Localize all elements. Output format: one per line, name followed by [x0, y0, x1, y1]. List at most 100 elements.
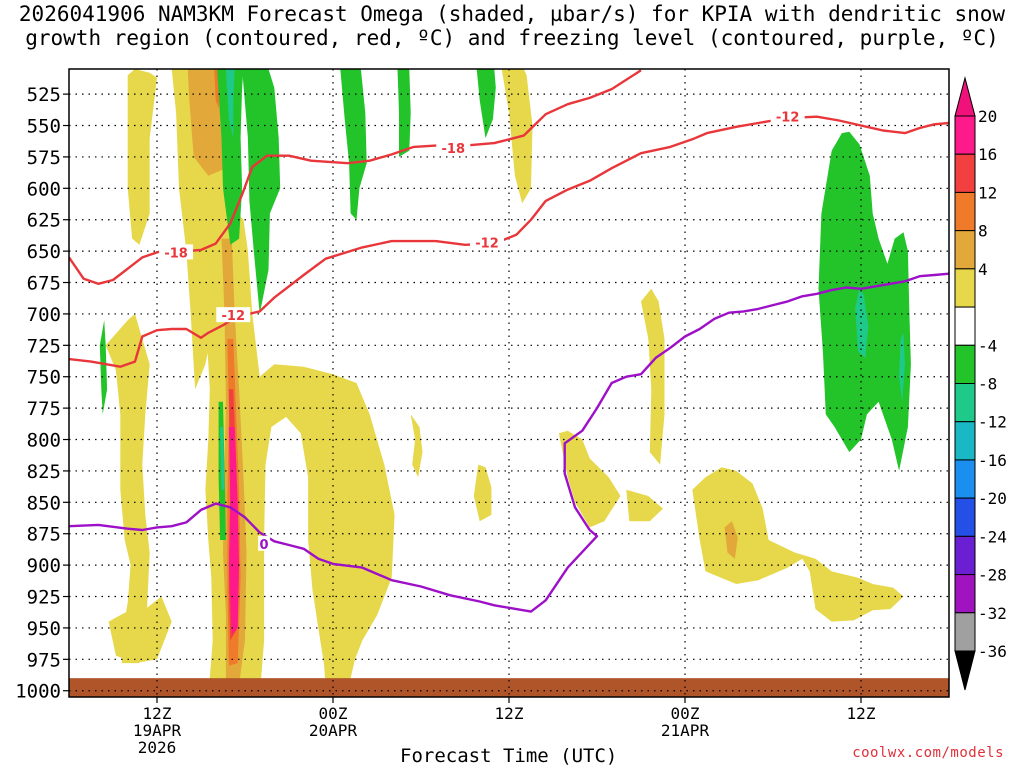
colorbar: 20 16 12 8 4 -4 -8 -12 -16 -20 -24 -28 -32 -36 — [954, 76, 1007, 691]
omega-region-pos4-7 — [201, 213, 395, 697]
colorbar-swatch-0 — [954, 115, 976, 155]
chart-title: 2026041906 NAM3KM Forecast Omega (shaded… — [0, 2, 1024, 50]
colorbar-label-9: -20 — [978, 489, 1007, 508]
x-tick-label-36-1: 12Z — [495, 704, 524, 723]
freezing-label-bg — [258, 535, 271, 551]
omega-region-neg8-29 — [855, 288, 869, 358]
contour-label-bg-2 — [216, 307, 251, 323]
omega-region-neg4-19 — [217, 69, 244, 245]
colorbar-swatch-10 — [954, 497, 976, 537]
colorbar-label-4: 4 — [978, 260, 988, 279]
colorbar-label-7: -12 — [978, 413, 1007, 432]
y-tick-label-750: 750 — [27, 367, 61, 389]
y-tick-label-900: 900 — [27, 555, 61, 577]
contour-label-0: -18 — [164, 246, 188, 261]
y-tick-label-775: 775 — [27, 398, 61, 420]
colorbar-swatch-9 — [954, 459, 976, 499]
contour-label-bg-3 — [470, 234, 504, 250]
title-line-1: 2026041906 NAM3KM Forecast Omega (shaded… — [18, 2, 1006, 26]
contour-label-1: -18 — [442, 142, 466, 157]
omega-region-pos4-15 — [641, 288, 665, 465]
y-tick-label-600: 600 — [27, 178, 61, 200]
colorbar-label-11: -28 — [978, 566, 1007, 585]
omega-region-pos8-18 — [724, 521, 738, 559]
y-axis: 525 550 575 600 625 650 675 700 725 750 775 800 825 8… — [15, 84, 69, 703]
x-tick-label-24-1: 00Z — [319, 704, 348, 723]
colorbar-label-8: -16 — [978, 451, 1007, 470]
omega-region-neg8-27 — [220, 427, 225, 490]
colorbar-swatch-1 — [954, 153, 976, 193]
y-tick-label-1000: 1000 — [15, 681, 61, 703]
colorbar-swatch-8 — [954, 421, 976, 461]
x-tick-label-60-1: 12Z — [847, 704, 876, 723]
omega-region-neg4-22 — [340, 69, 367, 220]
omega-region-neg4-25 — [99, 320, 108, 415]
x-axis-label: Forecast Time (UTC) — [400, 745, 618, 767]
title-line-2: growth region (contoured, red, ºC) and f… — [25, 26, 999, 50]
y-tick-label-675: 675 — [27, 273, 61, 295]
colorbar-label-12: -32 — [978, 604, 1007, 623]
omega-region-neg4-24 — [476, 69, 496, 139]
colorbar-label-10: -24 — [978, 527, 1007, 546]
y-tick-label-825: 825 — [27, 461, 61, 483]
colorbar-swatch-7 — [954, 383, 976, 423]
omega-region-pos4-0 — [127, 69, 157, 245]
contour-label-bg-0 — [159, 244, 194, 260]
colorbar-label-6: -8 — [978, 375, 997, 394]
grid-lines — [69, 69, 949, 697]
colorbar-label-0: 20 — [978, 107, 997, 126]
colorbar-swatch-4 — [954, 268, 976, 308]
freezing-label: 0 — [260, 538, 269, 553]
contour-label-bg-4 — [770, 108, 805, 124]
colorbar-swatch-11 — [954, 535, 976, 576]
contour-label-2: -12 — [222, 309, 246, 324]
colorbar-top-arrow — [954, 76, 976, 117]
y-tick-label-625: 625 — [27, 210, 61, 232]
dgz-contour-0 — [69, 69, 642, 285]
colorbar-swatch-6 — [954, 344, 976, 384]
omega-region-neg4-23 — [397, 69, 411, 157]
y-tick-label-800: 800 — [27, 430, 61, 452]
omega-region-pos4-12 — [410, 414, 423, 478]
y-tick-label-875: 875 — [27, 524, 61, 546]
x-tick-label-12-3: 2026 — [138, 738, 177, 757]
colorbar-label-1: 16 — [978, 145, 997, 164]
omega-region-pos4-6 — [108, 596, 172, 664]
contour-labels: -18 -18 -12 -12 -12 0 — [159, 108, 805, 553]
y-tick-label-650: 650 — [27, 241, 61, 263]
omega-region-pos4-13 — [473, 464, 492, 522]
x-tick-label-24-2: 20APR — [309, 721, 358, 740]
omega-region-neg8-20 — [225, 69, 235, 139]
x-tick-label-12-1: 12Z — [143, 704, 172, 723]
credit-text: coolwx.com/models — [852, 745, 1004, 761]
contour-label-bg-1 — [436, 140, 471, 156]
freezing-level-contour — [69, 272, 949, 613]
colorbar-label-13: -36 — [978, 642, 1007, 661]
y-tick-label-725: 725 — [27, 335, 61, 357]
omega-region-pos4-17 — [692, 467, 904, 622]
y-tick-label-550: 550 — [27, 116, 61, 138]
omega-shading — [99, 69, 911, 697]
y-tick-label-700: 700 — [27, 304, 61, 326]
omega-region-pos20-11 — [228, 427, 240, 635]
colorbar-bottom-arrow — [954, 650, 976, 691]
colorbar-swatch-13 — [954, 612, 976, 652]
omega-region-neg8-30 — [899, 332, 905, 402]
colorbar-swatch-2 — [954, 191, 976, 232]
y-tick-label-950: 950 — [27, 618, 61, 640]
colorbar-label-3: 8 — [978, 222, 988, 241]
colorbar-swatch-12 — [954, 574, 976, 614]
colorbar-swatch-3 — [954, 230, 976, 270]
contour-label-3: -12 — [475, 236, 499, 251]
y-tick-label-575: 575 — [27, 147, 61, 169]
colorbar-swatch-5 — [954, 306, 976, 346]
colorbar-label-5: -4 — [978, 336, 997, 355]
y-tick-label-925: 925 — [27, 587, 61, 609]
y-tick-label-975: 975 — [27, 649, 61, 671]
contour-label-4: -12 — [776, 111, 800, 126]
x-tick-label-12-2: 19APR — [133, 721, 182, 740]
x-tick-label-48-2: 21APR — [661, 721, 710, 740]
omega-region-pos4-16 — [626, 489, 663, 522]
